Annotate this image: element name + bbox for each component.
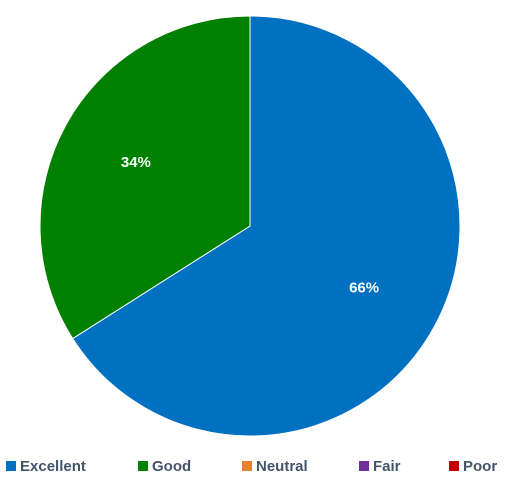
legend-swatch-fair (359, 461, 369, 471)
data-label-good: 34% (121, 154, 151, 171)
legend-label-neutral: Neutral (256, 457, 308, 475)
pie-data-labels: 66% 34% (121, 154, 379, 296)
legend-swatch-good (138, 461, 148, 471)
legend-label-poor: Poor (463, 457, 498, 475)
legend-item-neutral: Neutral (242, 456, 308, 476)
legend-swatch-poor (449, 461, 459, 471)
legend-item-fair: Fair (359, 456, 401, 476)
legend-label-excellent: Excellent (20, 457, 86, 475)
pie-chart: 66% 34% (39, 15, 461, 437)
legend-swatch-excellent (6, 461, 16, 471)
legend-label-good: Good (152, 457, 192, 475)
data-label-excellent: 66% (349, 280, 379, 297)
pie-slice-excellent (72, 15, 461, 437)
pie-slices (39, 15, 461, 437)
legend-item-excellent: Excellent (6, 456, 86, 476)
legend-item-poor: Poor (449, 456, 497, 476)
legend-item-good: Good (138, 456, 191, 476)
pie-slice-good (39, 15, 251, 340)
legend-swatch-neutral (242, 461, 252, 471)
chart-legend: Excellent Good Neutral Fair Poor (6, 456, 506, 476)
legend-label-fair: Fair (373, 457, 401, 475)
